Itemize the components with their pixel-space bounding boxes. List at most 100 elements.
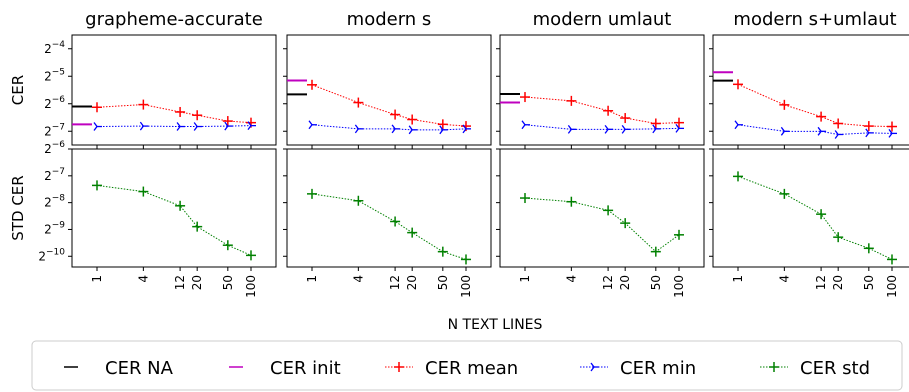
cer-std-series-line: [311, 193, 467, 260]
row-labels: CER STD CER: [9, 75, 27, 241]
cer-mean-series-point: [92, 102, 102, 113]
legend: CER NA CER init CER mean CER min CER std: [64, 358, 870, 379]
cer-std-series-point: [437, 246, 448, 257]
std-cer-axes: 2−6 2−7 2−8 2−9 2−10 1 4 12 20 50 100: [38, 140, 277, 298]
cer-std-series-point: [733, 171, 743, 182]
cer-mean-series: [733, 79, 897, 132]
x-tick-label: 4: [351, 275, 365, 283]
x-tick-label: 12: [388, 275, 402, 290]
cer-min-series-point: [439, 125, 448, 135]
legend-label: CER NA: [105, 358, 174, 379]
y-tick-label: 2−10: [38, 247, 65, 263]
cer-mean-series-point: [222, 116, 233, 127]
cer-min-series-point: [93, 122, 102, 131]
axes-frame: [712, 34, 909, 146]
panel-title: modern umlaut: [533, 9, 672, 30]
cer-std-series-point: [246, 250, 256, 261]
cer-min-series-point: [308, 120, 317, 130]
x-tick-label: 20: [405, 275, 419, 290]
cer-min-series-point: [834, 130, 844, 139]
axes-frame: [286, 148, 492, 268]
x-tick-label: 100: [672, 275, 686, 298]
legend-swatch-marker: [769, 362, 779, 372]
x-tick-label: 4: [777, 275, 791, 283]
x-tick-label: 1: [90, 275, 104, 283]
cer-mean-series-point: [437, 119, 448, 130]
cer-std-series-point: [566, 196, 577, 207]
cer-std-series-point: [461, 254, 471, 265]
cer-std-series-point: [192, 221, 203, 232]
cer-mean-series-point: [175, 106, 186, 117]
x-axis-label: N TEXT LINES: [448, 317, 543, 333]
cer-min-series-point: [675, 123, 684, 133]
cer-std-series-point: [175, 200, 186, 211]
panel-title: grapheme-accurate: [85, 9, 263, 30]
cer-min-series-point: [462, 124, 471, 134]
cer-min-series-point: [817, 126, 827, 136]
cer-mean-series-point: [674, 117, 684, 128]
x-tick-label: 1: [518, 275, 532, 283]
cer-std-series-point: [222, 240, 233, 251]
cer-mean-series-point: [520, 92, 530, 103]
cer-mean-series-point: [816, 111, 827, 122]
x-tick-label: 12: [814, 275, 828, 290]
y-tick-label: 2−6: [44, 95, 65, 111]
cer-mean-series-point: [407, 114, 418, 125]
cer-std-series-point: [620, 218, 631, 229]
y-tick-label: 2−5: [44, 67, 65, 83]
cer-mean-series-point: [863, 121, 874, 132]
cer-mean-series: [520, 92, 684, 129]
cer-std-series-point: [833, 232, 844, 243]
cer-axes: [709, 34, 909, 149]
cer-std-series-point: [390, 216, 401, 227]
cer-min-series-point: [865, 128, 874, 138]
legend-swatch-marker: [590, 362, 599, 372]
panel-4: modern s+umlaut 1 4 12 20 50 100: [709, 9, 909, 298]
cer-std-series-point: [863, 243, 874, 254]
axes-frame: [499, 34, 705, 146]
legend-item: CER NA: [64, 358, 174, 379]
cer-std-series-point: [353, 195, 364, 206]
cer-min-series-point: [567, 124, 577, 134]
cer-std-series: [307, 188, 471, 265]
cer-std-series-point: [307, 188, 317, 199]
x-tick-label: 100: [885, 275, 899, 298]
cer-std-series-point: [816, 209, 827, 220]
y-tick-label: 2−7: [44, 167, 65, 183]
legend-item: CER mean: [385, 358, 518, 379]
x-tick-label: 4: [564, 275, 578, 283]
cer-mean-series: [92, 99, 256, 128]
legend-label: CER init: [270, 358, 341, 379]
cer-min-series-point: [224, 121, 233, 131]
panel-2: modern s 1 4 12 20 50 100: [283, 9, 492, 298]
x-tick-label: 4: [136, 275, 150, 283]
legend-item: CER min: [580, 358, 696, 379]
std-cer-row-label: STD CER: [9, 175, 27, 240]
legend-frame: [31, 340, 903, 391]
cer-mean-series-point: [733, 79, 743, 90]
cer-min-series: [521, 120, 684, 134]
panel-title: modern s: [347, 9, 432, 30]
cer-min-series: [734, 120, 897, 139]
cer-mean-series: [307, 79, 471, 132]
legend-item: CER init: [229, 358, 341, 379]
panel-3: modern umlaut 1 4 12 20 50 100: [496, 9, 705, 298]
cer-mean-series-point: [566, 95, 577, 106]
cer-min-series-point: [391, 124, 401, 134]
cer-mean-series-line: [311, 84, 467, 127]
legend-item: CER std: [760, 358, 870, 379]
x-tick-label: 50: [862, 275, 876, 290]
x-tick-label: 1: [305, 275, 319, 283]
cer-std-series-line: [524, 197, 680, 253]
cer-std-series: [92, 180, 256, 261]
cer-min-series-point: [621, 124, 631, 134]
cer-std-series-point: [650, 246, 661, 257]
x-tick-label: 20: [618, 275, 632, 290]
std-cer-axes: 1 4 12 20 50 100: [496, 148, 705, 298]
cer-row-label: CER: [9, 75, 27, 105]
cer-std-series-point: [407, 227, 418, 238]
axes-frame: [71, 148, 277, 268]
cer-min-series-point: [354, 124, 364, 134]
cer-min-series-point: [734, 120, 743, 130]
